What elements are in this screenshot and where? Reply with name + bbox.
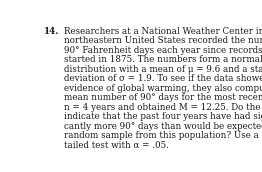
Text: evidence of global warming, they also computed the: evidence of global warming, they also co… — [64, 84, 262, 93]
Text: 14.: 14. — [44, 27, 59, 36]
Text: mean number of 90° days for the most recent: mean number of 90° days for the most rec… — [64, 93, 262, 102]
Text: tailed test with α = .05.: tailed test with α = .05. — [64, 141, 169, 150]
Text: distribution with a mean of μ = 9.6 and a standard: distribution with a mean of μ = 9.6 and … — [64, 65, 262, 74]
Text: cantly more 90° days than would be expected for a: cantly more 90° days than would be expec… — [64, 122, 262, 131]
Text: northeastern United States recorded the number of: northeastern United States recorded the … — [64, 36, 262, 45]
Text: started in 1875. The numbers form a normal-shaped: started in 1875. The numbers form a norm… — [64, 55, 262, 64]
Text: indicate that the past four years have had signifi-: indicate that the past four years have h… — [64, 112, 262, 121]
Text: random sample from this population? Use a one-: random sample from this population? Use … — [64, 131, 262, 141]
Text: deviation of σ = 1.9. To see if the data showed any: deviation of σ = 1.9. To see if the data… — [64, 74, 262, 83]
Text: n = 4 years and obtained M = 12.25. Do the data: n = 4 years and obtained M = 12.25. Do t… — [64, 103, 262, 112]
Text: 90° Fahrenheit days each year since records first: 90° Fahrenheit days each year since reco… — [64, 46, 262, 55]
Text: Researchers at a National Weather Center in the: Researchers at a National Weather Center… — [64, 27, 262, 36]
